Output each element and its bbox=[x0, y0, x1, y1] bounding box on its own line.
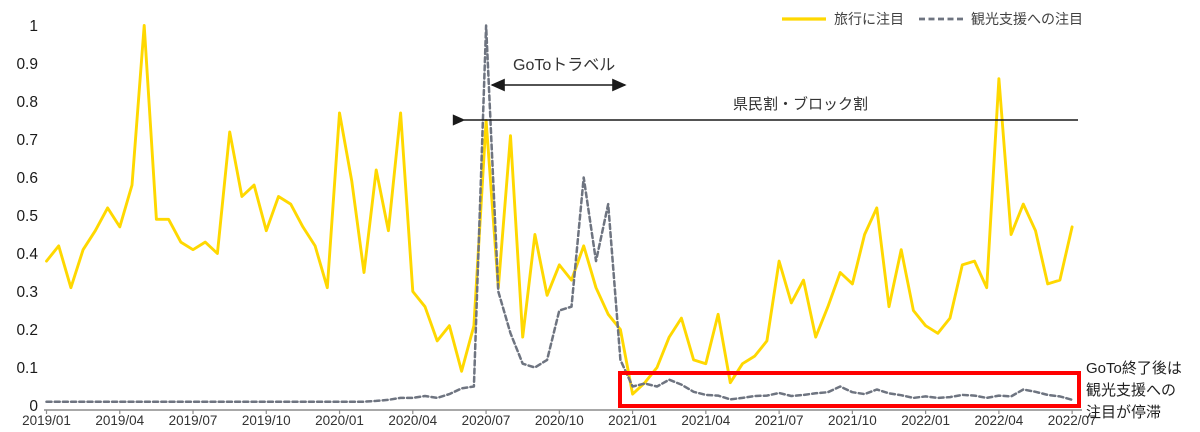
y-axis-tick-label: 0.3 bbox=[16, 284, 38, 301]
x-axis-tick-label: 2021/07 bbox=[755, 413, 804, 428]
y-axis-tick-label: 0.5 bbox=[16, 208, 38, 225]
y-axis-tick-label: 1 bbox=[29, 18, 38, 35]
x-axis-tick-label: 2020/04 bbox=[388, 413, 437, 428]
y-axis-tick-label: 0.1 bbox=[16, 360, 38, 377]
y-axis-tick-label: 0.4 bbox=[16, 246, 38, 263]
stagnation-note-line1: GoTo終了後は bbox=[1086, 360, 1182, 377]
x-axis-tick-label: 2022/07 bbox=[1048, 413, 1097, 428]
x-axis-tick-label: 2020/10 bbox=[535, 413, 584, 428]
x-axis-tick-label: 2019/07 bbox=[169, 413, 218, 428]
x-axis-tick-label: 2019/10 bbox=[242, 413, 291, 428]
x-axis-tick-label: 2021/10 bbox=[828, 413, 877, 428]
x-axis-tick-label: 2022/04 bbox=[974, 413, 1023, 428]
x-axis-tick-label: 2021/01 bbox=[608, 413, 657, 428]
legend-item-support: 観光支援への注目 bbox=[918, 9, 1083, 29]
annotation-layer bbox=[452, 78, 1081, 408]
x-axis-tick-label: 2021/04 bbox=[681, 413, 730, 428]
stagnation-highlight-box bbox=[618, 371, 1081, 408]
legend-label-travel: 旅行に注目 bbox=[834, 11, 904, 27]
x-axis-tick-label: 2019/04 bbox=[95, 413, 144, 428]
legend-item-travel: 旅行に注目 bbox=[781, 9, 904, 29]
y-axis-tick-label: 0.2 bbox=[16, 322, 38, 339]
y-axis-tick-label: 0.9 bbox=[16, 56, 38, 73]
stagnation-note-line3: 注目が停滞 bbox=[1086, 404, 1162, 421]
x-axis-tick-label: 2022/01 bbox=[901, 413, 950, 428]
y-axis-tick-label: 0.7 bbox=[16, 132, 38, 149]
axis-layer: 2019/01 2019/04 2019/07 2019/10 2020/01 2020/… bbox=[16, 18, 1096, 428]
y-axis-tick-label: 0 bbox=[29, 398, 38, 415]
support-series-line bbox=[45, 24, 1074, 403]
goto-travel-annotation-label: GoToトラベル bbox=[513, 57, 616, 74]
support-line-swatch-icon bbox=[919, 17, 963, 21]
x-axis-tick-label: 2020/01 bbox=[315, 413, 364, 428]
stagnation-note: GoTo終了後は 観光支援への 注目が停滞 bbox=[1086, 358, 1200, 424]
legend: 旅行に注目 観光支援への注目 bbox=[781, 9, 1083, 29]
stagnation-note-line2: 観光支援への bbox=[1086, 382, 1177, 399]
y-axis-tick-label: 0.6 bbox=[16, 170, 38, 187]
series-layer bbox=[45, 24, 1074, 403]
x-axis-tick-label: 2020/07 bbox=[462, 413, 511, 428]
y-axis-tick-label: 0.8 bbox=[16, 94, 38, 111]
kenmin-block-annotation-label: 県民割・ブロック割 bbox=[733, 96, 869, 113]
travel-line-swatch-icon bbox=[782, 17, 826, 21]
legend-label-support: 観光支援への注目 bbox=[971, 11, 1083, 27]
travel-series-line bbox=[45, 24, 1074, 396]
x-axis-tick-label: 2019/01 bbox=[22, 413, 71, 428]
